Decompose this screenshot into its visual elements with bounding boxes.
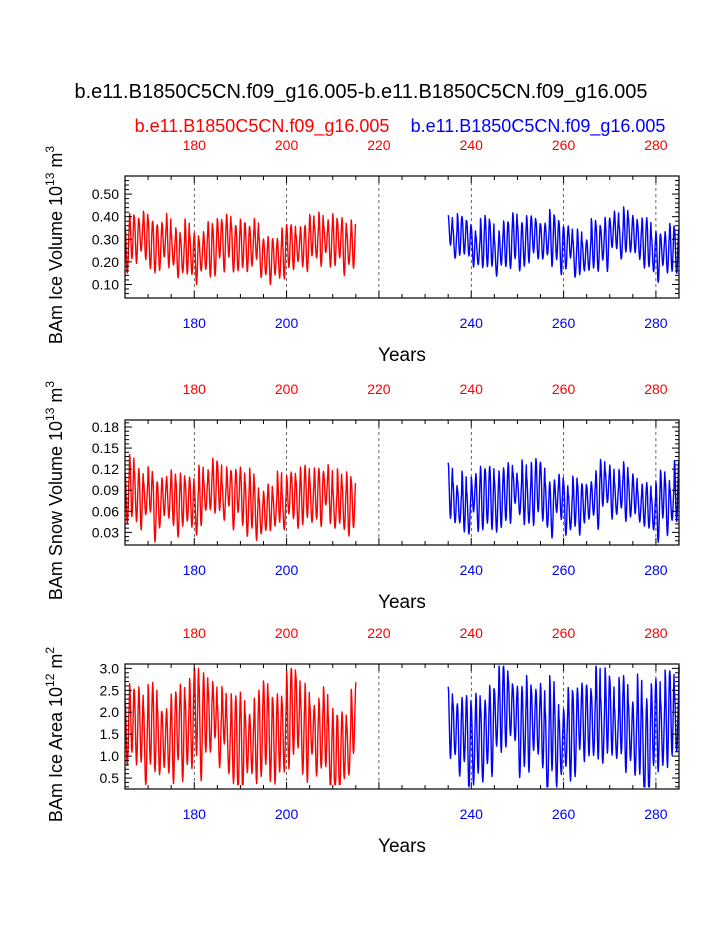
bottom-tick-label: 180	[183, 806, 207, 822]
bottom-tick-label: 280	[644, 806, 668, 822]
bottom-tick-label: 240	[460, 562, 484, 578]
y-axis-label-ylabel-unit: m	[46, 654, 66, 674]
legend-case2: b.e11.B1850C5CN.f09_g16.005	[411, 116, 666, 137]
top-tick-label: 280	[644, 625, 668, 641]
y-axis-label: BAm Snow Volume 1013 m3	[43, 381, 66, 600]
y-tick-label: 0.06	[92, 503, 119, 519]
series-line-case1	[124, 667, 357, 786]
y-tick-label: 0.10	[92, 276, 119, 292]
bottom-tick-label: 260	[552, 562, 576, 578]
y-tick-label: 0.50	[92, 186, 119, 202]
top-tick-label: 240	[460, 625, 484, 641]
top-tick-label: 280	[644, 137, 668, 153]
top-tick-label: 180	[183, 137, 207, 153]
top-tick-label: 260	[552, 137, 576, 153]
y-axis-label-ylabel-main: BAm Ice Area 10	[46, 687, 66, 822]
y-tick-label: 0.20	[92, 254, 119, 270]
bottom-tick-label: 240	[460, 806, 484, 822]
y-tick-label: 2.0	[100, 704, 120, 720]
bottom-tick-label: 200	[275, 562, 299, 578]
y-tick-label: 0.12	[92, 461, 119, 477]
y-axis-label-ylabel-unit: m	[46, 153, 66, 173]
y-tick-label: 1.5	[100, 726, 120, 742]
y-axis-label-ylabel-unit-exp: 2	[43, 647, 57, 654]
legend-case1: b.e11.B1850C5CN.f09_g16.005	[135, 116, 390, 137]
top-tick-label: 220	[367, 381, 391, 397]
series-line-case2	[447, 457, 680, 543]
y-tick-label: 0.5	[100, 770, 120, 786]
top-tick-label: 200	[275, 137, 299, 153]
y-tick-label: 1.0	[100, 748, 120, 764]
panels: 180 180 200 200 220 240 240 260 260 280 280 0.10 0.2…	[43, 137, 680, 857]
series-line-case2	[447, 665, 680, 788]
top-tick-label: 200	[275, 625, 299, 641]
y-axis-label: BAm Ice Volume 1013 m3	[43, 146, 66, 344]
top-tick-label: 260	[552, 381, 576, 397]
top-tick-label: 220	[367, 137, 391, 153]
y-axis-label-ylabel-unit-exp: 3	[43, 146, 57, 153]
bottom-tick-label: 180	[183, 562, 207, 578]
top-tick-label: 180	[183, 625, 207, 641]
series-line-case1	[124, 210, 357, 286]
top-tick-label: 280	[644, 381, 668, 397]
y-axis-label-ylabel-exp: 13	[43, 172, 57, 186]
bottom-tick-label: 200	[275, 806, 299, 822]
y-axis-label-ylabel-unit: m	[46, 388, 66, 408]
top-tick-label: 240	[460, 137, 484, 153]
bottom-tick-label: 280	[644, 562, 668, 578]
bottom-tick-label: 260	[552, 315, 576, 331]
series-line-case2	[447, 206, 680, 283]
panel-ice-volume: 180 180 200 200 220 240 240 260 260 280 280 0.10 0.2…	[43, 137, 680, 366]
bottom-tick-label: 200	[275, 315, 299, 331]
y-tick-label: 0.09	[92, 482, 119, 498]
top-tick-label: 260	[552, 625, 576, 641]
x-axis-label: Years	[378, 836, 426, 857]
bottom-tick-label: 240	[460, 315, 484, 331]
y-axis-label-ylabel-main: BAm Ice Volume 10	[46, 186, 66, 344]
y-axis-label-ylabel-main: BAm Snow Volume 10	[46, 421, 66, 600]
y-axis-label-ylabel-exp: 12	[43, 673, 57, 687]
x-axis-label: Years	[378, 592, 426, 613]
y-axis-label-ylabel-exp: 13	[43, 407, 57, 421]
y-tick-label: 0.40	[92, 209, 119, 225]
y-axis-label-ylabel-unit-exp: 3	[43, 381, 57, 388]
x-axis-label: Years	[378, 345, 426, 366]
chart-title: b.e11.B1850C5CN.f09_g16.005-b.e11.B1850C…	[74, 81, 647, 103]
series-line-case1	[124, 453, 357, 543]
y-axis-label: BAm Ice Area 1012 m2	[43, 647, 66, 822]
panel-snow-volume: 180 180 200 200 220 240 240 260 260 280 280 0.03 0.0…	[43, 381, 680, 613]
top-tick-label: 240	[460, 381, 484, 397]
y-tick-label: 0.03	[92, 524, 119, 540]
top-tick-label: 220	[367, 625, 391, 641]
top-tick-label: 180	[183, 381, 207, 397]
y-tick-label: 2.5	[100, 682, 120, 698]
y-tick-label: 0.15	[92, 440, 119, 456]
y-tick-label: 0.18	[92, 419, 119, 435]
top-tick-label: 200	[275, 381, 299, 397]
y-tick-label: 3.0	[100, 660, 120, 676]
bottom-tick-label: 180	[183, 315, 207, 331]
y-tick-label: 0.30	[92, 231, 119, 247]
bottom-tick-label: 260	[552, 806, 576, 822]
panel-ice-area: 180 180 200 200 220 240 240 260 260 280 280 0.5 1.0 1…	[43, 625, 680, 857]
bottom-tick-label: 280	[644, 315, 668, 331]
